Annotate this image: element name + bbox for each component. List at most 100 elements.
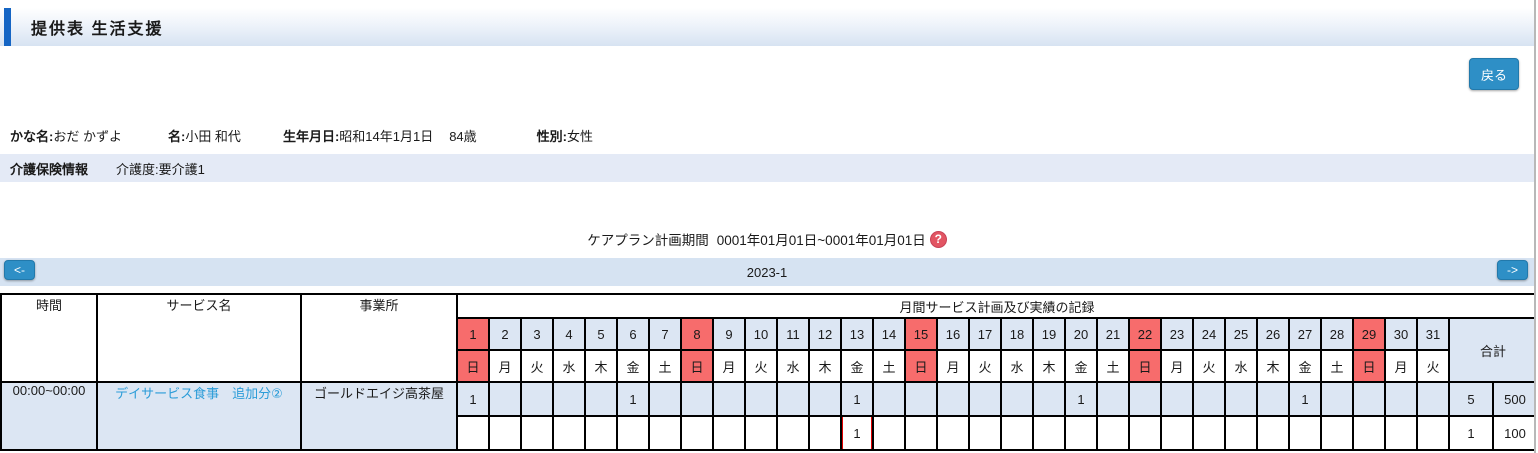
day-header-2: 2 (488, 317, 522, 351)
insurance-info-row: 介護保険情報 介護度:要介護1 (0, 154, 1534, 182)
plan-cell-day-1[interactable]: 1 (456, 381, 490, 417)
prev-month-button[interactable]: <- (4, 260, 36, 280)
actual-cell-day-15[interactable] (904, 415, 938, 451)
actual-cell-day-7[interactable] (648, 415, 682, 451)
plan-cell-day-9[interactable] (712, 381, 746, 417)
actual-cell-day-24[interactable] (1192, 415, 1226, 451)
plan-cell-day-27[interactable]: 1 (1288, 381, 1322, 417)
day-header-3: 3 (520, 317, 554, 351)
actual-cell-day-14[interactable] (872, 415, 906, 451)
plan-cell-day-13[interactable]: 1 (840, 381, 874, 417)
age-value: 84歳 (449, 129, 477, 144)
plan-cell-day-23[interactable] (1160, 381, 1194, 417)
plan-cell-day-19[interactable] (1032, 381, 1066, 417)
actual-cell-day-28[interactable] (1320, 415, 1354, 451)
plan-cell-day-6[interactable]: 1 (616, 381, 650, 417)
actual-cell-day-26[interactable] (1256, 415, 1290, 451)
plan-cell-day-16[interactable] (936, 381, 970, 417)
actual-cell-day-6[interactable] (616, 415, 650, 451)
day-header-10: 10 (744, 317, 778, 351)
plan-total-count: 5 (1448, 381, 1494, 417)
plan-cell-day-29[interactable] (1352, 381, 1386, 417)
patient-kana: かな名:おだ かずよ (10, 126, 122, 145)
dow-header-14: 土 (872, 349, 906, 383)
current-month-label: 2023-1 (746, 264, 788, 280)
plan-cell-day-2[interactable] (488, 381, 522, 417)
plan-cell-day-31[interactable] (1416, 381, 1450, 417)
plan-cell-day-4[interactable] (552, 381, 586, 417)
plan-cell-day-12[interactable] (808, 381, 842, 417)
plan-cell-day-26[interactable] (1256, 381, 1290, 417)
day-header-13: 13 (840, 317, 874, 351)
service-link[interactable]: デイサービス食事 追加分② (115, 386, 283, 401)
kana-value: おだ かずよ (53, 129, 122, 144)
actual-cell-day-23[interactable] (1160, 415, 1194, 451)
day-header-18: 18 (1000, 317, 1034, 351)
actual-cell-day-19[interactable] (1032, 415, 1066, 451)
next-month-button[interactable]: -> (1496, 260, 1528, 280)
back-button[interactable]: 戻る (1468, 58, 1519, 90)
day-header-17: 17 (968, 317, 1002, 351)
dow-header-11: 水 (776, 349, 810, 383)
actual-cell-day-20[interactable] (1064, 415, 1098, 451)
actual-cell-day-16[interactable] (936, 415, 970, 451)
dow-header-16: 月 (936, 349, 970, 383)
plan-cell-day-8[interactable] (680, 381, 714, 417)
actual-cell-day-11[interactable] (776, 415, 810, 451)
plan-cell-day-11[interactable] (776, 381, 810, 417)
plan-cell-day-18[interactable] (1000, 381, 1034, 417)
plan-cell-day-21[interactable] (1096, 381, 1130, 417)
actual-cell-day-18[interactable] (1000, 415, 1034, 451)
day-header-14: 14 (872, 317, 906, 351)
monthly-record-header: 月間サービス計画及び実績の記録 (455, 293, 1534, 319)
actual-cell-day-17[interactable] (968, 415, 1002, 451)
actual-cell-day-13[interactable]: 1 (840, 415, 874, 451)
dow-header-19: 木 (1032, 349, 1066, 383)
actual-cell-day-5[interactable] (584, 415, 618, 451)
plan-total-amount: 500 (1491, 381, 1534, 417)
plan-cell-day-7[interactable] (648, 381, 682, 417)
actual-cell-day-21[interactable] (1096, 415, 1130, 451)
actual-cell-day-30[interactable] (1384, 415, 1418, 451)
actual-cell-day-31[interactable] (1416, 415, 1450, 451)
actual-cell-day-27[interactable] (1288, 415, 1322, 451)
highlight-box (843, 418, 871, 448)
day-header-9: 9 (712, 317, 746, 351)
plan-cell-day-28[interactable] (1320, 381, 1354, 417)
actual-cell-day-9[interactable] (712, 415, 746, 451)
plan-cell-day-15[interactable] (904, 381, 938, 417)
actual-cell-day-2[interactable] (488, 415, 522, 451)
actual-cell-day-4[interactable] (552, 415, 586, 451)
plan-cell-day-3[interactable] (520, 381, 554, 417)
actual-cell-day-25[interactable] (1224, 415, 1258, 451)
plan-cell-day-22[interactable] (1128, 381, 1162, 417)
day-header-8: 8 (680, 317, 714, 351)
plan-cell-day-25[interactable] (1224, 381, 1258, 417)
actual-cell-day-1[interactable] (456, 415, 490, 451)
plan-cell-day-10[interactable] (744, 381, 778, 417)
kana-label: かな名: (10, 129, 54, 144)
plan-cell-day-24[interactable] (1192, 381, 1226, 417)
plan-cell-day-30[interactable] (1384, 381, 1418, 417)
office-cell: ゴールドエイジ高茶屋 (300, 381, 458, 451)
dow-header-5: 木 (584, 349, 618, 383)
help-icon[interactable]: ? (929, 230, 947, 248)
dow-header-18: 水 (1000, 349, 1034, 383)
patient-info-row: かな名:おだ かずよ 名:小田 和代 生年月日:昭和14年1月1日 84歳 性別:… (0, 126, 1534, 145)
plan-cell-day-20[interactable]: 1 (1064, 381, 1098, 417)
plan-cell-day-5[interactable] (584, 381, 618, 417)
actual-cell-day-10[interactable] (744, 415, 778, 451)
plan-row-0: 00:00~00:00 デイサービス食事 追加分② ゴールドエイジ高茶屋 1 1 1 1 1 5… (0, 381, 1534, 451)
actual-cell-day-22[interactable] (1128, 415, 1162, 451)
actual-cell-day-29[interactable] (1352, 415, 1386, 451)
day-header-31: 31 (1416, 317, 1450, 351)
plan-cell-day-14[interactable] (872, 381, 906, 417)
total-column-header: 合計 (1447, 317, 1534, 383)
actual-cell-day-8[interactable] (680, 415, 714, 451)
back-row: 戻る (0, 46, 1534, 90)
plan-cell-day-17[interactable] (968, 381, 1002, 417)
actual-cell-day-12[interactable] (808, 415, 842, 451)
day-of-week-row: 日月火水木金土日月火水木金土日月火水木金土日月火水木金土日月火 (1, 349, 1534, 383)
actual-cell-day-3[interactable] (520, 415, 554, 451)
